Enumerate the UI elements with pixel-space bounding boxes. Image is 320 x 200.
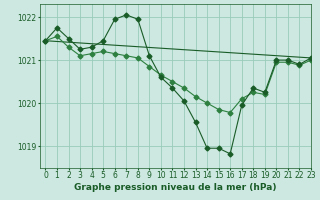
- X-axis label: Graphe pression niveau de la mer (hPa): Graphe pression niveau de la mer (hPa): [74, 183, 276, 192]
